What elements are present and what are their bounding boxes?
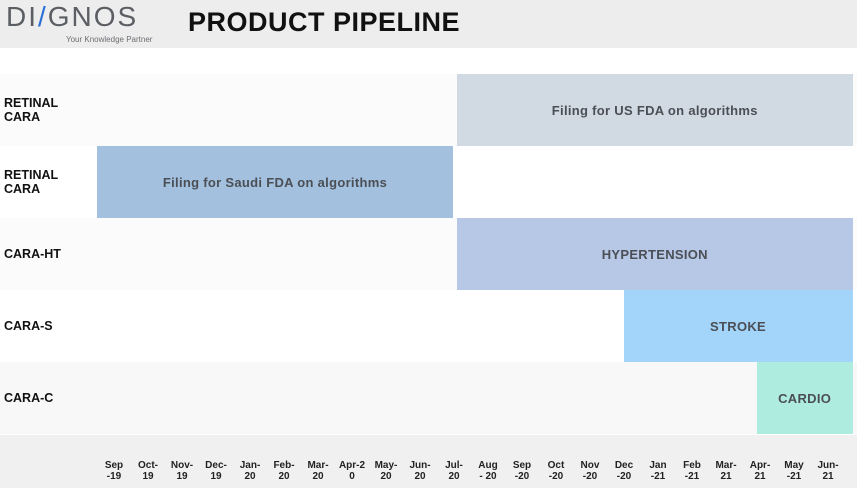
gantt-bar: Filing for Saudi FDA on algorithms (97, 146, 453, 218)
diagnos-logo: DI/GNOS Your Knowledge Partner (6, 2, 166, 46)
gantt-bar: Filing for US FDA on algorithms (457, 74, 853, 146)
page-title: PRODUCT PIPELINE (188, 7, 461, 37)
row-label: RETINAL CARA (4, 96, 59, 124)
row-band (0, 362, 857, 434)
x-tick-label: Dec- 19 (205, 460, 227, 482)
logo-slash: / (38, 1, 48, 32)
x-tick-label: Apr- 21 (749, 460, 771, 482)
x-tick-label: Mar- 21 (715, 460, 737, 482)
x-tick-label: Dec -20 (614, 460, 634, 482)
row-label: RETINAL CARA (4, 168, 59, 196)
x-axis-band (0, 435, 857, 488)
x-tick-label: Aug - 20 (478, 460, 498, 482)
x-tick-label: Nov- 19 (170, 460, 194, 482)
gantt-bar: STROKE (623, 290, 853, 362)
x-tick-label: Jun- 21 (817, 460, 839, 482)
x-tick-label: Jan -21 (649, 460, 667, 482)
row-label: CARA-C (4, 391, 54, 405)
x-tick-label: Feb -21 (683, 460, 701, 482)
x-tick-label: May- 20 (374, 460, 398, 482)
logo-wordmark: DI/GNOS (6, 2, 138, 32)
x-tick-label: Mar- 20 (307, 460, 329, 482)
x-tick-label: Sep -19 (104, 460, 124, 482)
x-tick-label: May -21 (784, 460, 804, 482)
x-tick-label: Oct -20 (547, 460, 565, 482)
row-label: CARA-HT (4, 247, 61, 261)
x-tick-label: Jun- 20 (409, 460, 431, 482)
logo-text-before: DI (6, 1, 38, 32)
x-tick-label: Nov -20 (580, 460, 600, 482)
x-tick-label: Jan- 20 (239, 460, 261, 482)
x-tick-label: Oct- 19 (138, 460, 158, 482)
x-tick-label: Feb- 20 (273, 460, 295, 482)
x-tick-label: Apr-2 0 (338, 460, 366, 482)
row-label: CARA-S (4, 319, 53, 333)
gantt-bar: HYPERTENSION (457, 218, 853, 290)
x-tick-label: Jul- 20 (445, 460, 463, 482)
gantt-bar: CARDIO (756, 362, 853, 434)
x-tick-label: Sep -20 (512, 460, 532, 482)
logo-text-after: GNOS (47, 1, 139, 32)
logo-tagline: Your Knowledge Partner (66, 35, 153, 44)
page-header: DI/GNOS Your Knowledge Partner PRODUCT P… (0, 0, 857, 48)
